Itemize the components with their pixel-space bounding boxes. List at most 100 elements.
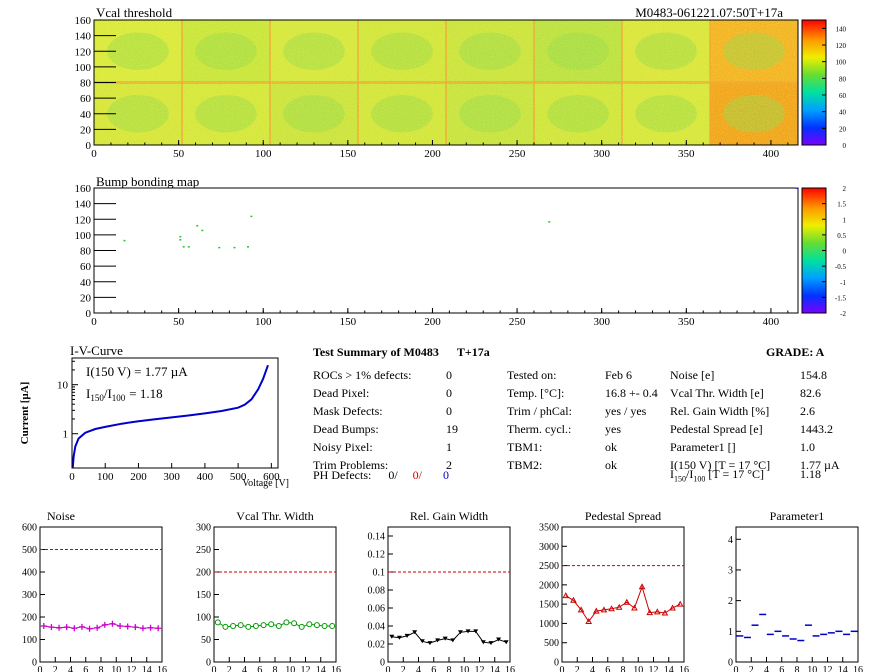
mini-x-tick-label: 4 [764, 665, 769, 672]
map-y-tick-label: 140 [75, 31, 92, 43]
mini-x-tick-label: 8 [99, 665, 104, 672]
defect-value: 2 [446, 458, 452, 472]
mini-point [117, 623, 124, 629]
iv-x-tick-label: 500 [230, 471, 247, 483]
condition-label: TBM2: [507, 458, 543, 472]
mini-x-tick-label: 16 [505, 665, 515, 672]
defect-label: Dead Pixel: [313, 386, 370, 400]
mini-x-tick-label: 6 [83, 665, 88, 672]
mini-y-tick-label: 600 [22, 523, 37, 534]
mini-point [631, 604, 638, 611]
vcal-map-axes: 0 50 100 150 200 250 300 350 400 0 20 40 60 80 100 120 1… [75, 15, 789, 160]
mini-x-tick-label: 10 [459, 665, 469, 672]
mini-x-tick-label: 0 [212, 665, 217, 672]
map-x-tick-label: 100 [255, 148, 272, 160]
defect-row: Dead Pixel: 0 [313, 384, 463, 402]
mini-y-tick-label: 0.12 [368, 550, 386, 561]
mini-x-tick-label: 16 [331, 665, 341, 672]
mini-point [291, 620, 298, 627]
mini-y-tick-label: 0.14 [368, 532, 386, 543]
mini-y-tick-label: 3500 [539, 523, 559, 534]
condition-row: Therm. cycl.: yes [507, 420, 665, 438]
mini-point [132, 624, 139, 631]
mini-y-tick-label: 0 [380, 658, 385, 669]
mini-y-tick-label: 1500 [539, 600, 559, 611]
ph-defects-row: PH Defects: 0/ 0/ 0 [313, 468, 450, 482]
color-scale-tick-label: 80 [839, 75, 847, 83]
mini-x-tick-label: 16 [679, 665, 689, 672]
mini-point [321, 623, 328, 629]
mini-chart-frame [39, 526, 163, 663]
mini-point [496, 637, 502, 642]
mini-x-tick-label: 14 [838, 665, 848, 672]
mini-point [661, 609, 669, 616]
condition-label: Trim / phCal: [507, 404, 572, 418]
defect-value: 1 [446, 440, 452, 454]
mini-x-tick-label: 16 [157, 665, 167, 672]
mini-x-tick-label: 12 [475, 665, 485, 672]
color-scale-tick-label: 20 [839, 125, 847, 133]
map-x-tick-label: 50 [173, 148, 185, 160]
color-scale-tick-label: 0.5 [837, 232, 846, 240]
map-y-tick-label: 0 [86, 140, 92, 152]
ph-defects-value-3: 0 [443, 468, 450, 482]
map-y-tick-label: 120 [75, 46, 92, 58]
color-scale-tick-label: -1 [840, 279, 846, 287]
result-row: I(150 V) [T = 17 °C] 1.77 µA [670, 456, 840, 474]
bump-point [250, 215, 253, 218]
iv-curve-line [71, 364, 269, 469]
condition-row: Tested on: Feb 6 [507, 366, 665, 384]
bump-point [182, 246, 185, 248]
mini-point [503, 640, 509, 645]
condition-value: Feb 6 [605, 368, 632, 382]
condition-value: 16.8 +- 0.4 [605, 386, 658, 400]
map-x-tick-label: 350 [678, 148, 695, 160]
mini-y-tick-label: 1 [728, 627, 733, 638]
mini-x-tick-label: 8 [621, 665, 626, 672]
mini-x-tick-label: 0 [734, 665, 739, 672]
iv-title: I-V-Curve [70, 343, 123, 358]
mini-point [427, 641, 433, 646]
iv-x-tick-label: 600 [263, 471, 280, 483]
mini-point [480, 640, 486, 645]
bump-point [795, 187, 798, 189]
map-y-tick-label: 100 [75, 230, 92, 242]
defect-label: Dead Bumps: [313, 422, 379, 436]
mini-x-tick-label: 8 [447, 665, 452, 672]
result-row: Parameter1 [] 1.0 [670, 438, 838, 456]
bump-bonding-map: 0 50 100 150 200 250 300 350 4000204060801001201… [75, 183, 847, 328]
iv-ratio-label: I150/I100 = 1.18 [86, 386, 163, 403]
result-row: Pedestal Spread [e] 1443.2 [670, 420, 838, 438]
mini-x-tick-label: 0 [38, 665, 43, 672]
map-y-tick-label: 60 [80, 261, 92, 273]
mini-y-tick-label: 300 [22, 590, 37, 601]
map-y-tick-label: 40 [80, 109, 92, 121]
mini-point [139, 625, 146, 632]
bump-map-frame [93, 187, 799, 314]
mini-y-tick-label: 500 [544, 638, 559, 649]
mini-y-tick-label: 3000 [539, 542, 559, 553]
result-value: 1.0 [800, 440, 815, 454]
mini-point [562, 592, 570, 599]
bump-point [247, 246, 249, 248]
map-y-tick-label: 20 [80, 292, 92, 304]
mini-point [615, 603, 623, 610]
mini-point [109, 620, 116, 627]
condition-value: ok [605, 440, 617, 454]
iv-i150-label: I(150 V) = 1.77 µA [86, 364, 188, 379]
mini-x-tick-label: 14 [316, 665, 326, 672]
mini-point [275, 623, 282, 629]
result-label: Noise [e] [670, 368, 715, 382]
defect-row: Dead Bumps: 19 [313, 420, 463, 438]
bump-point [201, 229, 204, 232]
result-label: Parameter1 [] [670, 440, 736, 454]
iv-y-tick-label: 10 [57, 380, 69, 392]
mini-point [306, 621, 313, 628]
condition-value: ok [605, 458, 617, 472]
mini-point [313, 622, 320, 629]
mini-series-line [43, 623, 159, 630]
mini-x-tick-label: 14 [490, 665, 500, 672]
mini-point [570, 596, 577, 603]
map-y-tick-label: 80 [80, 246, 92, 258]
